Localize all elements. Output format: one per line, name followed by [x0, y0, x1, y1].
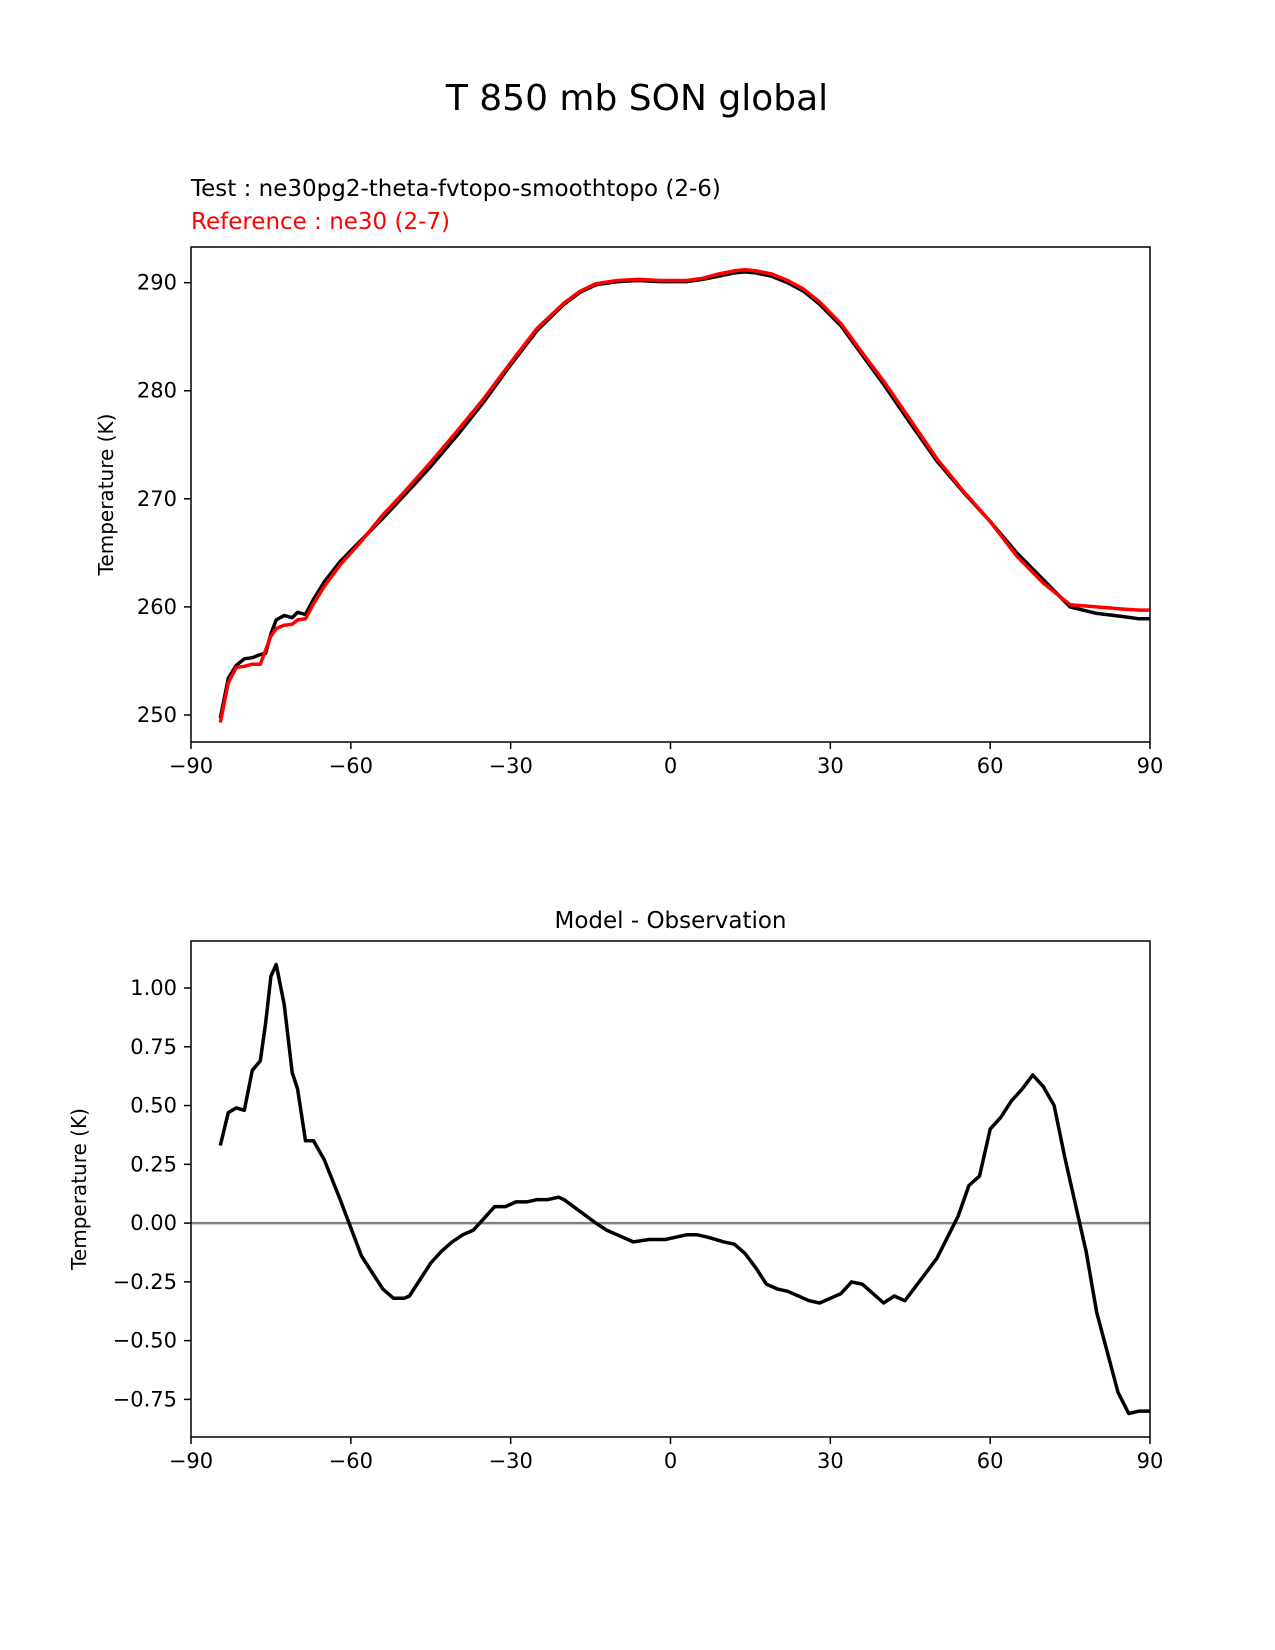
- y-tick-label: 0.00: [130, 1211, 177, 1235]
- figure-title: T 850 mb SON global: [445, 78, 828, 119]
- y-tick-label: 290: [137, 271, 177, 295]
- x-tick-label: −90: [169, 1449, 213, 1473]
- top-panel-temperature: −90 −60 −30 0 30 60 90 250 260 270 280 290 Temperatu…: [94, 246, 1164, 778]
- y-tick-label: 250: [137, 703, 177, 727]
- y-tick-label: 0.25: [130, 1152, 177, 1176]
- test-label: Test : ne30pg2-theta-fvtopo-smoothtopo (…: [190, 176, 721, 202]
- x-tick-label: 60: [977, 754, 1004, 778]
- y-tick-label: 0.75: [130, 1035, 177, 1059]
- reference-label: Reference : ne30 (2-7): [191, 209, 450, 235]
- y-tick-label: 280: [137, 379, 177, 403]
- x-tick-label: 30: [817, 754, 844, 778]
- y-tick-label: 260: [137, 595, 177, 619]
- x-tick-label: −30: [489, 1449, 533, 1473]
- x-tick-label: 30: [817, 1449, 844, 1473]
- x-tick-label: −60: [329, 1449, 373, 1473]
- x-tick-label: 90: [1137, 754, 1164, 778]
- panel-title: Model - Observation: [554, 908, 786, 934]
- x-tick-label: −90: [169, 754, 213, 778]
- y-axis-label: Temperature (K): [67, 1108, 91, 1271]
- series-line-test: [218, 270, 1150, 719]
- y-tick-label: 1.00: [130, 976, 177, 1000]
- x-tick-label: 0: [664, 754, 677, 778]
- y-tick-label: 0.50: [130, 1094, 177, 1118]
- x-tick-label: 60: [977, 1449, 1004, 1473]
- x-tick-label: −60: [329, 754, 373, 778]
- y-tick-label: −0.50: [113, 1329, 177, 1353]
- x-tick-label: −30: [489, 754, 533, 778]
- x-tick-label: 0: [664, 1449, 677, 1473]
- y-tick-label: 270: [137, 487, 177, 511]
- x-tick-label: 90: [1137, 1449, 1164, 1473]
- y-tick-label: −0.75: [113, 1387, 177, 1411]
- y-axis-label: Temperature (K): [94, 414, 118, 577]
- series-line-test: [218, 962, 1150, 1416]
- y-tick-label: −0.25: [113, 1270, 177, 1294]
- bottom-panel-difference: Model - Observation −90 −60 −30 0 30 60 90 1.00 0…: [67, 908, 1163, 1473]
- axes-frame: [190, 246, 1151, 743]
- series-line-reference: [218, 267, 1150, 723]
